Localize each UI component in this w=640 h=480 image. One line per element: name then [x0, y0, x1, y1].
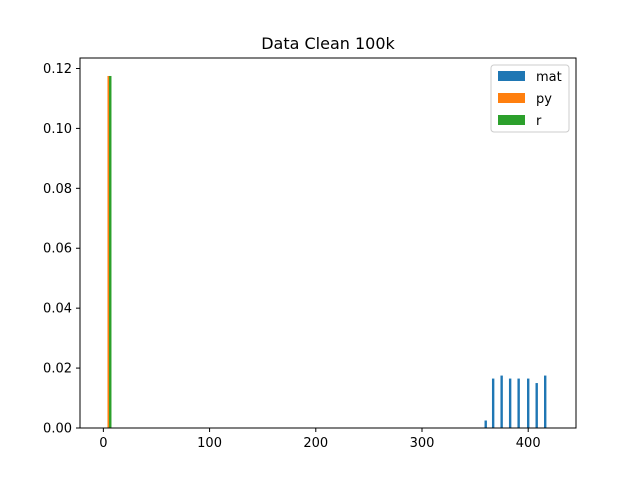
legend-label-r: r — [536, 114, 542, 129]
bar-r-0 — [109, 75, 112, 428]
bar-mat-0 — [484, 420, 487, 428]
legend-swatch-py — [498, 93, 525, 103]
bar-py-0 — [107, 75, 110, 428]
bar-mat-3 — [508, 378, 512, 428]
bar-mat-7 — [544, 375, 547, 428]
y-tick-label: 0.08 — [43, 182, 72, 197]
plot-frame — [79, 57, 577, 429]
y-tick-label: 0.04 — [43, 302, 72, 317]
legend-label-mat: mat — [536, 70, 562, 85]
legend-swatch-mat — [498, 71, 525, 81]
chart-title: Data Clean 100k — [261, 34, 395, 53]
legend: mat py r — [490, 64, 570, 133]
bars-layer — [107, 75, 547, 428]
legend-swatch-r — [498, 115, 525, 125]
y-tick-label: 0.02 — [43, 362, 72, 377]
bar-mat-2 — [500, 375, 503, 428]
bar-mat-5 — [527, 378, 530, 428]
x-tick-label: 300 — [410, 436, 435, 451]
y-tick-label: 0.00 — [43, 422, 72, 437]
x-tick-label: 0 — [99, 436, 107, 451]
y-tick-label: 0.12 — [43, 62, 72, 77]
x-tick-label: 200 — [303, 436, 328, 451]
x-tick-label: 100 — [197, 436, 222, 451]
y-tick-label: 0.06 — [43, 242, 72, 257]
legend-label-py: py — [536, 92, 552, 107]
bar-mat-1 — [491, 378, 495, 428]
bar-mat-6 — [535, 383, 538, 428]
axes-layer: 0 100 200 300 400 0.00 0.02 0.04 0.06 0.08 0.10 0.1… — [43, 57, 577, 451]
y-tick-label: 0.10 — [43, 122, 72, 137]
x-tick-label: 400 — [516, 436, 541, 451]
bar-mat-4 — [517, 378, 520, 428]
